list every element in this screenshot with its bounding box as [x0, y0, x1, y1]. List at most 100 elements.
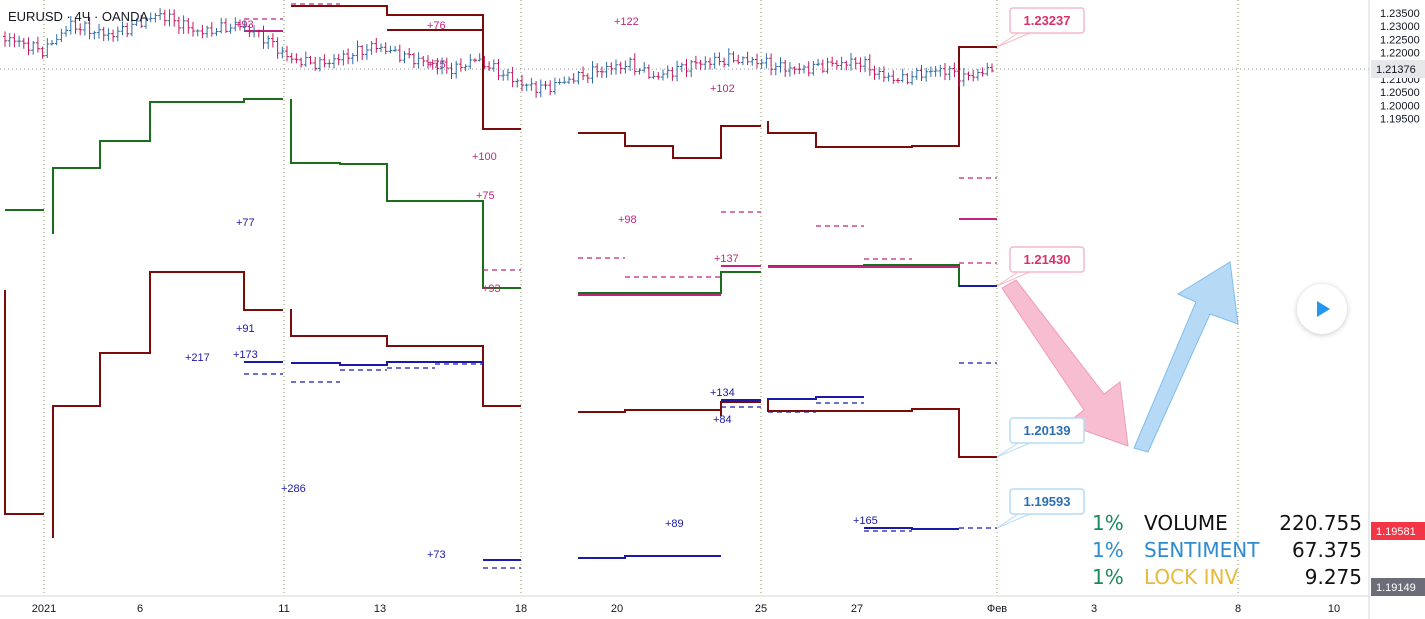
- candle: [346, 48, 351, 65]
- annotation-label: +100: [472, 151, 497, 163]
- candle: [393, 45, 398, 52]
- candle: [755, 53, 759, 69]
- level-green: [578, 271, 761, 294]
- level-navy: [768, 396, 864, 400]
- stat-sentiment: 1% SENTIMENT 67.375: [1092, 537, 1362, 564]
- candle: [294, 53, 299, 64]
- candle: [924, 67, 929, 82]
- candle: [839, 56, 844, 71]
- candle: [614, 59, 618, 75]
- candle: [336, 53, 341, 66]
- candle: [745, 51, 750, 66]
- candle: [411, 52, 416, 69]
- x-tick-label: 6: [137, 603, 143, 615]
- level-maroon: [291, 5, 484, 31]
- candle: [534, 81, 539, 98]
- price-tag: 1.21376: [1371, 60, 1425, 79]
- price-callout: 1.20139: [996, 417, 1085, 458]
- stats-panel: 1% VOLUME 220.755 1% SENTIMENT 67.375 1%…: [1092, 510, 1362, 591]
- price-callout-label: 1.19593: [1024, 494, 1071, 509]
- candle: [628, 57, 633, 71]
- x-tick-label: 18: [515, 603, 527, 615]
- candle: [482, 56, 487, 69]
- annotation-label: +173: [233, 349, 258, 361]
- price-callouts: 1.23237 1.21430 1.20139 1.19593: [996, 7, 1085, 529]
- candle: [181, 15, 186, 34]
- candle: [783, 59, 788, 77]
- stat-lock-inv: 1% LOCK INV 9.275: [1092, 564, 1362, 591]
- annotations: +93 +76 +75 +122 +102 +100 +75 +98 +137 +93 +77 +91…: [185, 16, 878, 561]
- candle: [256, 29, 261, 38]
- candle: [618, 61, 623, 75]
- candle: [397, 44, 402, 63]
- candle: [872, 65, 877, 80]
- candle: [26, 37, 31, 56]
- candle: [219, 17, 224, 34]
- candle: [407, 48, 412, 59]
- candle: [477, 53, 482, 62]
- candle: [985, 62, 990, 76]
- candle: [637, 68, 642, 75]
- candle: [73, 17, 78, 34]
- candle: [806, 61, 811, 77]
- candle: [379, 43, 383, 53]
- candle: [562, 76, 567, 84]
- x-tick-label: 2021: [32, 603, 56, 615]
- candle: [289, 53, 294, 64]
- candle: [322, 54, 327, 68]
- candle: [317, 56, 322, 72]
- candle: [176, 16, 181, 34]
- candle: [195, 29, 200, 37]
- candle: [158, 8, 163, 21]
- candle: [900, 68, 905, 83]
- candle: [816, 58, 821, 67]
- symbol-title: EURUSD · 4Ч · OANDA: [8, 9, 149, 24]
- candle: [656, 72, 661, 80]
- y-tick-label: 1.22500: [1380, 34, 1420, 46]
- y-tick-label: 1.23500: [1380, 8, 1420, 20]
- annotation-label: +76: [427, 20, 446, 32]
- y-tick-label: 1.22000: [1380, 48, 1420, 60]
- candle: [961, 67, 966, 87]
- candle: [834, 60, 839, 70]
- candle: [703, 56, 708, 70]
- candle: [797, 63, 802, 74]
- candle: [228, 23, 233, 34]
- play-button[interactable]: [1297, 284, 1347, 334]
- annotation-label: +89: [665, 518, 684, 530]
- level-lines: [4, 3, 997, 569]
- annotation-label: +98: [618, 214, 637, 226]
- candle: [599, 66, 604, 78]
- candle: [426, 55, 430, 69]
- stat-sentiment-pct: 1%: [1092, 538, 1124, 562]
- candle: [736, 54, 741, 65]
- candle: [787, 61, 792, 77]
- candle: [867, 54, 872, 76]
- candle: [609, 62, 614, 75]
- candle: [684, 58, 689, 78]
- candle: [623, 60, 628, 74]
- x-tick-label: Фев: [987, 603, 1007, 615]
- candle: [59, 28, 64, 43]
- candle: [952, 62, 957, 78]
- candle: [693, 55, 698, 69]
- candle: [585, 73, 590, 84]
- stat-sentiment-label: SENTIMENT: [1144, 538, 1260, 562]
- x-tick-label: 3: [1091, 603, 1097, 615]
- candle: [144, 17, 148, 29]
- candle: [129, 18, 134, 37]
- candle: [990, 63, 994, 73]
- annotation-label: +134: [710, 387, 735, 399]
- candle: [299, 57, 304, 68]
- candle: [200, 24, 205, 39]
- candle: [444, 57, 449, 74]
- level-maroon: [290, 309, 521, 407]
- candle: [778, 57, 783, 73]
- candle: [350, 52, 355, 65]
- x-tick-label: 11: [278, 603, 289, 615]
- candle: [82, 20, 87, 36]
- candle: [980, 67, 985, 77]
- candle: [341, 50, 346, 66]
- candle: [280, 46, 285, 59]
